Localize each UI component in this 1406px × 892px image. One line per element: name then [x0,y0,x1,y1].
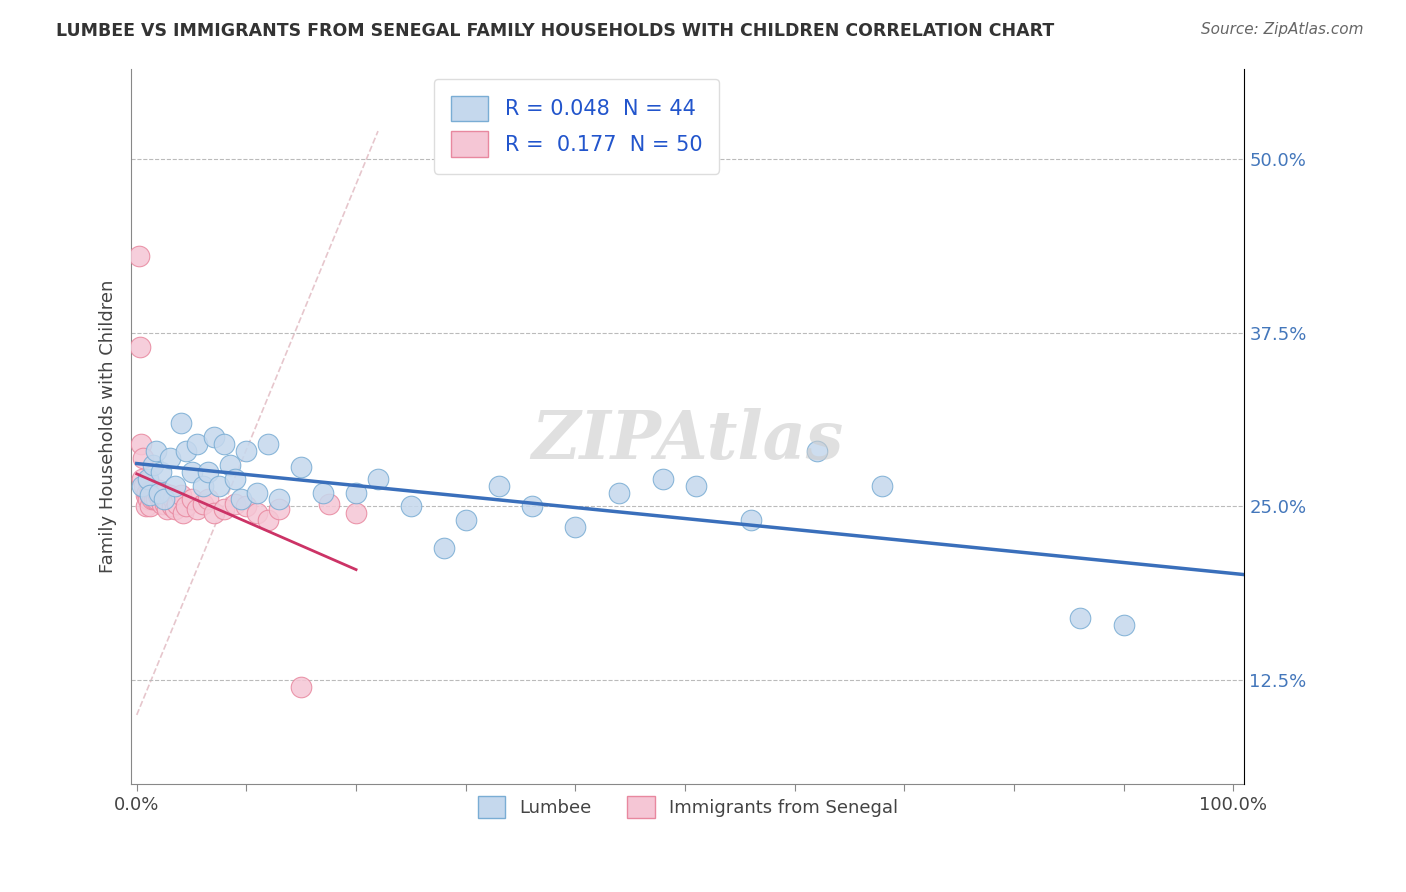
Point [136,472,159,486]
Point [257,437,280,451]
Point [224,497,246,511]
Point [139,500,162,514]
Point [139,483,162,497]
Point [191,497,214,511]
Point [399,500,422,514]
Point [208,478,231,492]
Point [235,500,257,514]
Point [145,492,167,507]
Point [149,465,172,479]
Point [312,485,335,500]
Text: ZIPAtlas: ZIPAtlas [531,409,844,474]
Point [607,485,630,500]
Point [186,437,208,451]
Point [139,488,162,502]
Point [172,507,194,521]
Point [197,465,219,479]
Point [149,492,172,507]
Point [174,443,197,458]
Point [564,520,586,534]
Point [169,416,191,430]
Point [318,497,340,511]
Point [872,478,894,492]
Point [214,502,236,516]
Point [246,485,269,500]
Point [131,478,153,492]
Point [180,492,202,507]
Point [229,492,252,507]
Point [129,340,152,354]
Point [134,478,156,492]
Point [224,472,246,486]
Point [202,507,225,521]
Point [142,483,165,497]
Point [148,483,170,497]
Point [740,513,762,527]
Point [344,485,367,500]
Point [136,492,159,507]
Legend: Lumbee, Immigrants from Senegal: Lumbee, Immigrants from Senegal [471,789,905,825]
Point [146,488,169,502]
Point [132,450,155,465]
Point [129,437,152,451]
Point [156,502,179,516]
Point [150,497,173,511]
Y-axis label: Family Households with Children: Family Households with Children [100,280,117,574]
Point [142,458,165,472]
Point [202,430,225,444]
Point [1069,610,1091,624]
Point [128,249,150,263]
Point [135,485,157,500]
Point [235,443,257,458]
Point [143,492,166,507]
Point [169,488,191,502]
Point [219,458,242,472]
Point [454,513,477,527]
Point [214,437,236,451]
Point [1112,617,1135,632]
Text: Source: ZipAtlas.com: Source: ZipAtlas.com [1201,22,1364,37]
Point [520,500,543,514]
Point [367,472,389,486]
Point [174,500,197,514]
Point [141,492,163,507]
Point [186,502,208,516]
Point [685,478,707,492]
Point [433,541,456,555]
Point [155,492,177,507]
Point [165,502,187,516]
Point [257,513,280,527]
Point [652,472,675,486]
Point [246,507,269,521]
Point [269,492,291,507]
Point [155,497,177,511]
Point [153,485,176,500]
Point [153,492,176,507]
Point [159,488,181,502]
Point [488,478,510,492]
Point [136,475,159,489]
Point [197,492,219,507]
Point [148,485,170,500]
Point [149,488,172,502]
Point [160,500,183,514]
Point [191,478,214,492]
Point [290,460,312,475]
Point [166,497,188,511]
Point [180,465,202,479]
Text: LUMBEE VS IMMIGRANTS FROM SENEGAL FAMILY HOUSEHOLDS WITH CHILDREN CORRELATION CH: LUMBEE VS IMMIGRANTS FROM SENEGAL FAMILY… [56,22,1054,40]
Point [145,485,167,500]
Point [159,450,181,465]
Point [269,502,291,516]
Point [165,478,187,492]
Point [806,443,828,458]
Point [134,500,156,514]
Point [290,680,312,694]
Point [162,492,184,507]
Point [134,488,156,502]
Point [145,443,167,458]
Point [344,507,367,521]
Point [138,485,160,500]
Point [131,472,153,486]
